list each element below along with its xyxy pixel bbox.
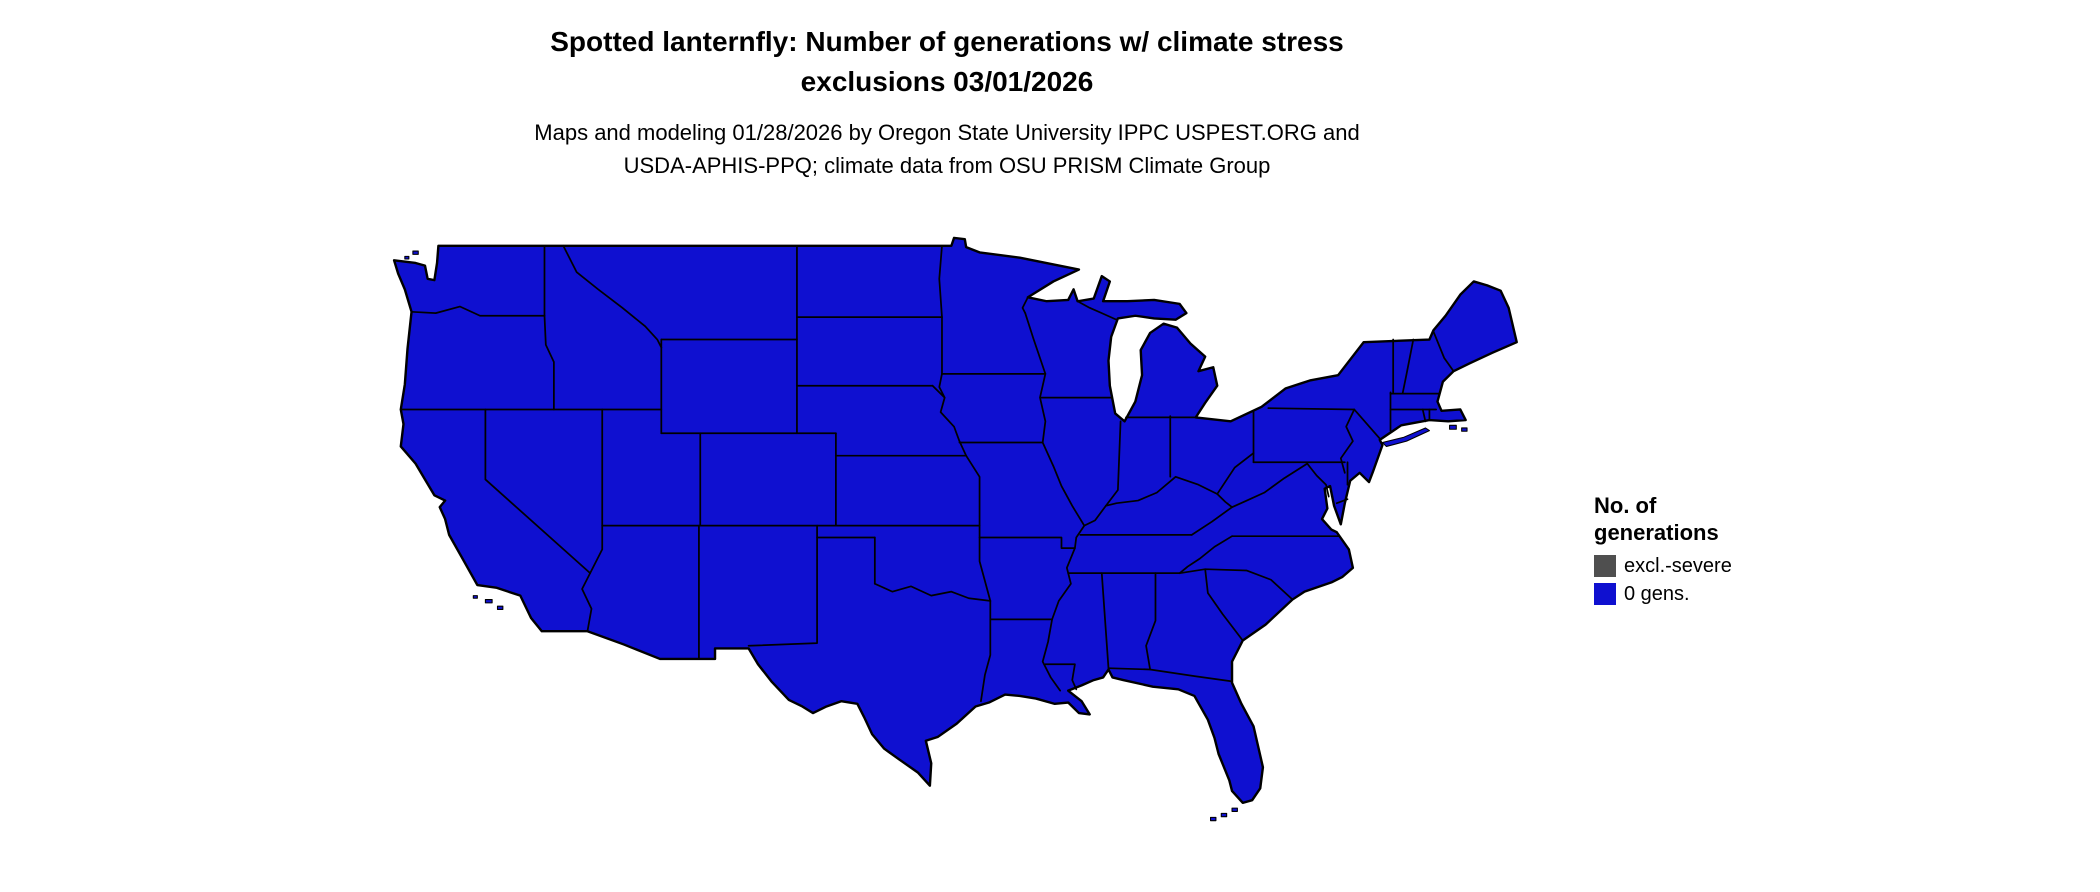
state-border	[1024, 312, 1086, 692]
island	[472, 595, 478, 599]
state-border	[873, 582, 992, 602]
state-border	[1306, 462, 1330, 498]
state-border	[747, 524, 818, 647]
legend-label-excl-severe: excl.-severe	[1624, 555, 1732, 577]
state-border	[1204, 568, 1244, 642]
figure-header: Spotted lanternfly: Number of generation…	[0, 22, 1894, 182]
state-border	[1353, 408, 1381, 440]
island	[1220, 812, 1228, 818]
state-border	[1104, 420, 1122, 507]
state-border	[938, 372, 946, 399]
state-border	[1107, 667, 1233, 683]
island	[412, 250, 419, 255]
subtitle-line-1: Maps and modeling 01/28/2026 by Oregon S…	[534, 120, 1360, 145]
state-border	[1401, 338, 1415, 395]
state-border	[1178, 535, 1233, 575]
state-border	[931, 384, 968, 457]
legend-title-line-1: No. of	[1594, 493, 1657, 518]
map-legend: No. of generations excl.-severe 0 gens.	[1594, 492, 1854, 610]
page-title-line-2: exclusions 03/01/2026	[800, 66, 1094, 97]
legend-label-0-gens: 0 gens.	[1624, 583, 1690, 605]
state-border	[965, 454, 992, 602]
legend-title-line-2: generations	[1594, 520, 1719, 545]
island	[404, 255, 410, 260]
state-border	[1421, 408, 1427, 423]
island	[1461, 427, 1468, 432]
state-border	[1216, 493, 1233, 509]
conus-outline	[392, 236, 1518, 805]
island	[1449, 424, 1457, 430]
state-border	[1335, 498, 1349, 505]
state-border	[1178, 568, 1294, 601]
state-border	[1231, 462, 1309, 509]
island	[496, 605, 504, 610]
legend-items: excl.-severe 0 gens.	[1594, 554, 1854, 606]
state-border	[543, 314, 555, 411]
island	[484, 599, 493, 604]
swatch-rect	[1594, 555, 1616, 577]
us-map	[335, 226, 1557, 886]
legend-item-excl-severe: excl.-severe	[1594, 554, 1854, 578]
state-border	[581, 572, 593, 633]
island	[1231, 807, 1238, 812]
state-border	[1145, 572, 1157, 671]
us-map-layer	[392, 236, 1518, 822]
state-border	[484, 408, 592, 575]
state-border	[1083, 452, 1255, 527]
swatch-rect	[1594, 583, 1616, 605]
state-border	[980, 600, 992, 703]
state-border	[1267, 407, 1356, 411]
state-border	[938, 244, 943, 318]
legend-swatch-0-gens	[1594, 583, 1616, 605]
us-map-svg	[392, 236, 1518, 822]
state-border	[562, 244, 663, 349]
islands	[404, 250, 1468, 822]
legend-item-0-gens: 0 gens.	[1594, 582, 1854, 606]
subtitle-line-2: USDA-APHIS-PPQ; climate data from OSU PR…	[623, 153, 1271, 178]
figure-subtitle: Maps and modeling 01/28/2026 by Oregon S…	[0, 116, 1894, 182]
state-border	[1100, 572, 1110, 670]
page-title-line-1: Spotted lanternfly: Number of generation…	[550, 26, 1344, 57]
legend-swatch-excl-severe	[1594, 555, 1616, 577]
state-border	[589, 408, 604, 575]
state-border	[1432, 330, 1455, 373]
state-border	[410, 305, 546, 317]
long-island	[1381, 427, 1430, 447]
state-border	[1044, 663, 1078, 691]
island	[1210, 816, 1217, 822]
state-border	[1339, 408, 1356, 474]
state-borders	[399, 244, 1455, 703]
state-border	[1076, 300, 1118, 321]
state-border	[1021, 296, 1029, 314]
state-border	[978, 536, 1076, 549]
state-border	[1190, 506, 1233, 536]
